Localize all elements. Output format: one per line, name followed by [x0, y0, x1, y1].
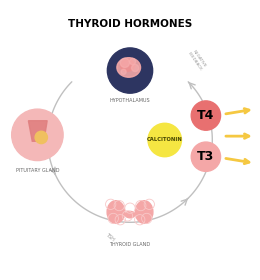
- Polygon shape: [28, 121, 47, 141]
- Text: TSH: TSH: [104, 232, 115, 242]
- Ellipse shape: [107, 201, 125, 223]
- Circle shape: [191, 101, 220, 130]
- Text: HYPOTHALAMUS: HYPOTHALAMUS: [110, 98, 150, 103]
- Ellipse shape: [120, 59, 134, 71]
- Text: T4: T4: [197, 109, 214, 122]
- Circle shape: [132, 64, 139, 72]
- Circle shape: [120, 58, 129, 67]
- Text: CALCITONIN: CALCITONIN: [147, 137, 183, 143]
- Ellipse shape: [135, 201, 153, 223]
- Ellipse shape: [117, 58, 141, 77]
- Circle shape: [148, 123, 181, 157]
- Circle shape: [191, 142, 220, 171]
- Text: PITUITARY GLAND: PITUITARY GLAND: [16, 168, 59, 173]
- Text: NEGATIVE
FEEDBACK: NEGATIVE FEEDBACK: [187, 49, 207, 72]
- Text: THYROID GLAND: THYROID GLAND: [109, 242, 151, 247]
- Text: THYROID HORMONES: THYROID HORMONES: [68, 19, 192, 29]
- Circle shape: [35, 131, 47, 144]
- Circle shape: [12, 109, 63, 160]
- Circle shape: [107, 48, 153, 93]
- Text: T3: T3: [197, 150, 214, 163]
- Ellipse shape: [125, 211, 135, 218]
- Circle shape: [129, 59, 136, 65]
- Text: TRH: TRH: [28, 114, 38, 125]
- Circle shape: [121, 69, 126, 74]
